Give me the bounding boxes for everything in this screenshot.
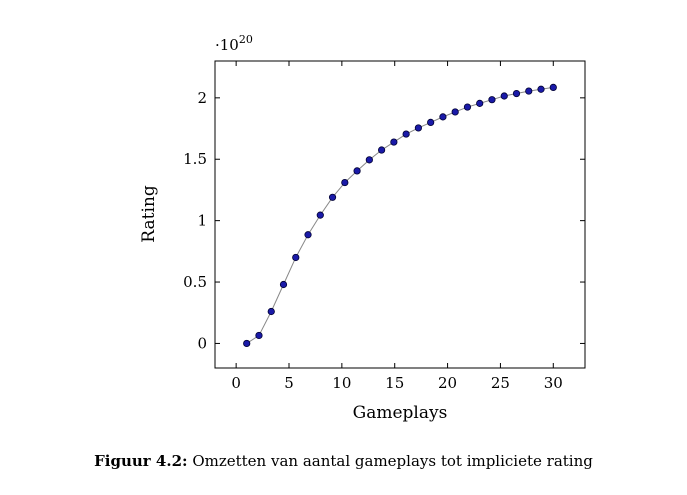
data-points-group [243,83,557,348]
data-point [365,156,373,164]
data-point [267,307,275,316]
x-tick-label: 0 [231,374,241,392]
data-point [427,118,435,127]
data-point [463,103,472,111]
data-point [328,193,337,201]
y-axis-label: Rating [139,185,159,243]
data-point [255,331,263,340]
data-point [316,211,324,219]
x-tick-label: 5 [284,374,294,392]
data-point [439,113,447,121]
data-point [537,85,545,93]
y-axis-multiplier: ·1020 [215,33,253,54]
y-tick-label: 0.5 [183,273,207,291]
y-tick-label: 1.5 [183,150,207,168]
data-point [414,124,422,132]
series-line [246,86,554,344]
data-point [488,96,496,104]
data-point [451,108,459,116]
data-point [476,99,484,107]
data-point [378,146,386,154]
chart: 0 5 10 15 20 25 30 0 0.5 1 1.5 2 ·1020 Gameplays R… [139,33,586,423]
data-point [390,138,398,146]
caption-label: Figuur 4.2: [94,452,188,470]
series-line-group [246,86,554,344]
data-point [341,178,349,187]
data-point [402,130,410,138]
figure-caption: Figuur 4.2: Omzetten van aantal gameplay… [0,452,687,470]
data-point [549,83,557,92]
data-point [243,339,251,348]
x-axis-ticks: 0 5 10 15 20 25 30 [231,61,563,392]
data-point [292,253,300,262]
y-axis-ticks: 0 0.5 1 1.5 2 [183,89,585,352]
y-tick-label: 1 [197,212,207,230]
data-point [353,167,361,175]
x-tick-label: 10 [332,374,351,392]
x-axis-label: Gameplays [353,403,448,423]
data-point [500,92,508,100]
data-point [525,87,533,95]
data-point [304,231,312,239]
data-point [279,280,288,289]
y-tick-label: 2 [197,89,207,107]
x-tick-label: 25 [491,374,510,392]
data-point [512,89,521,98]
x-tick-label: 30 [544,374,563,392]
plot-area-frame [214,60,586,369]
x-tick-label: 15 [385,374,404,392]
x-tick-label: 20 [438,374,457,392]
caption-text: Omzetten van aantal gameplays tot implic… [187,452,593,470]
y-tick-label: 0 [197,334,207,352]
